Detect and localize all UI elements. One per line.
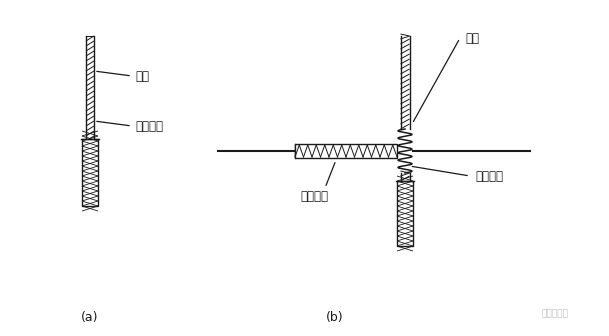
Bar — [82, 139, 98, 206]
Text: 单股导线: 单股导线 — [300, 190, 328, 203]
Text: 电力合伙人: 电力合伙人 — [541, 309, 568, 319]
Text: 多股导线: 多股导线 — [135, 120, 163, 132]
Text: 多股导线: 多股导线 — [475, 169, 503, 182]
Text: 绣紧: 绣紧 — [465, 32, 479, 44]
Text: 拧紧: 拧紧 — [135, 70, 149, 83]
Bar — [397, 181, 413, 246]
Text: (a): (a) — [81, 311, 99, 325]
Text: (b): (b) — [326, 311, 344, 325]
Bar — [295, 144, 397, 158]
